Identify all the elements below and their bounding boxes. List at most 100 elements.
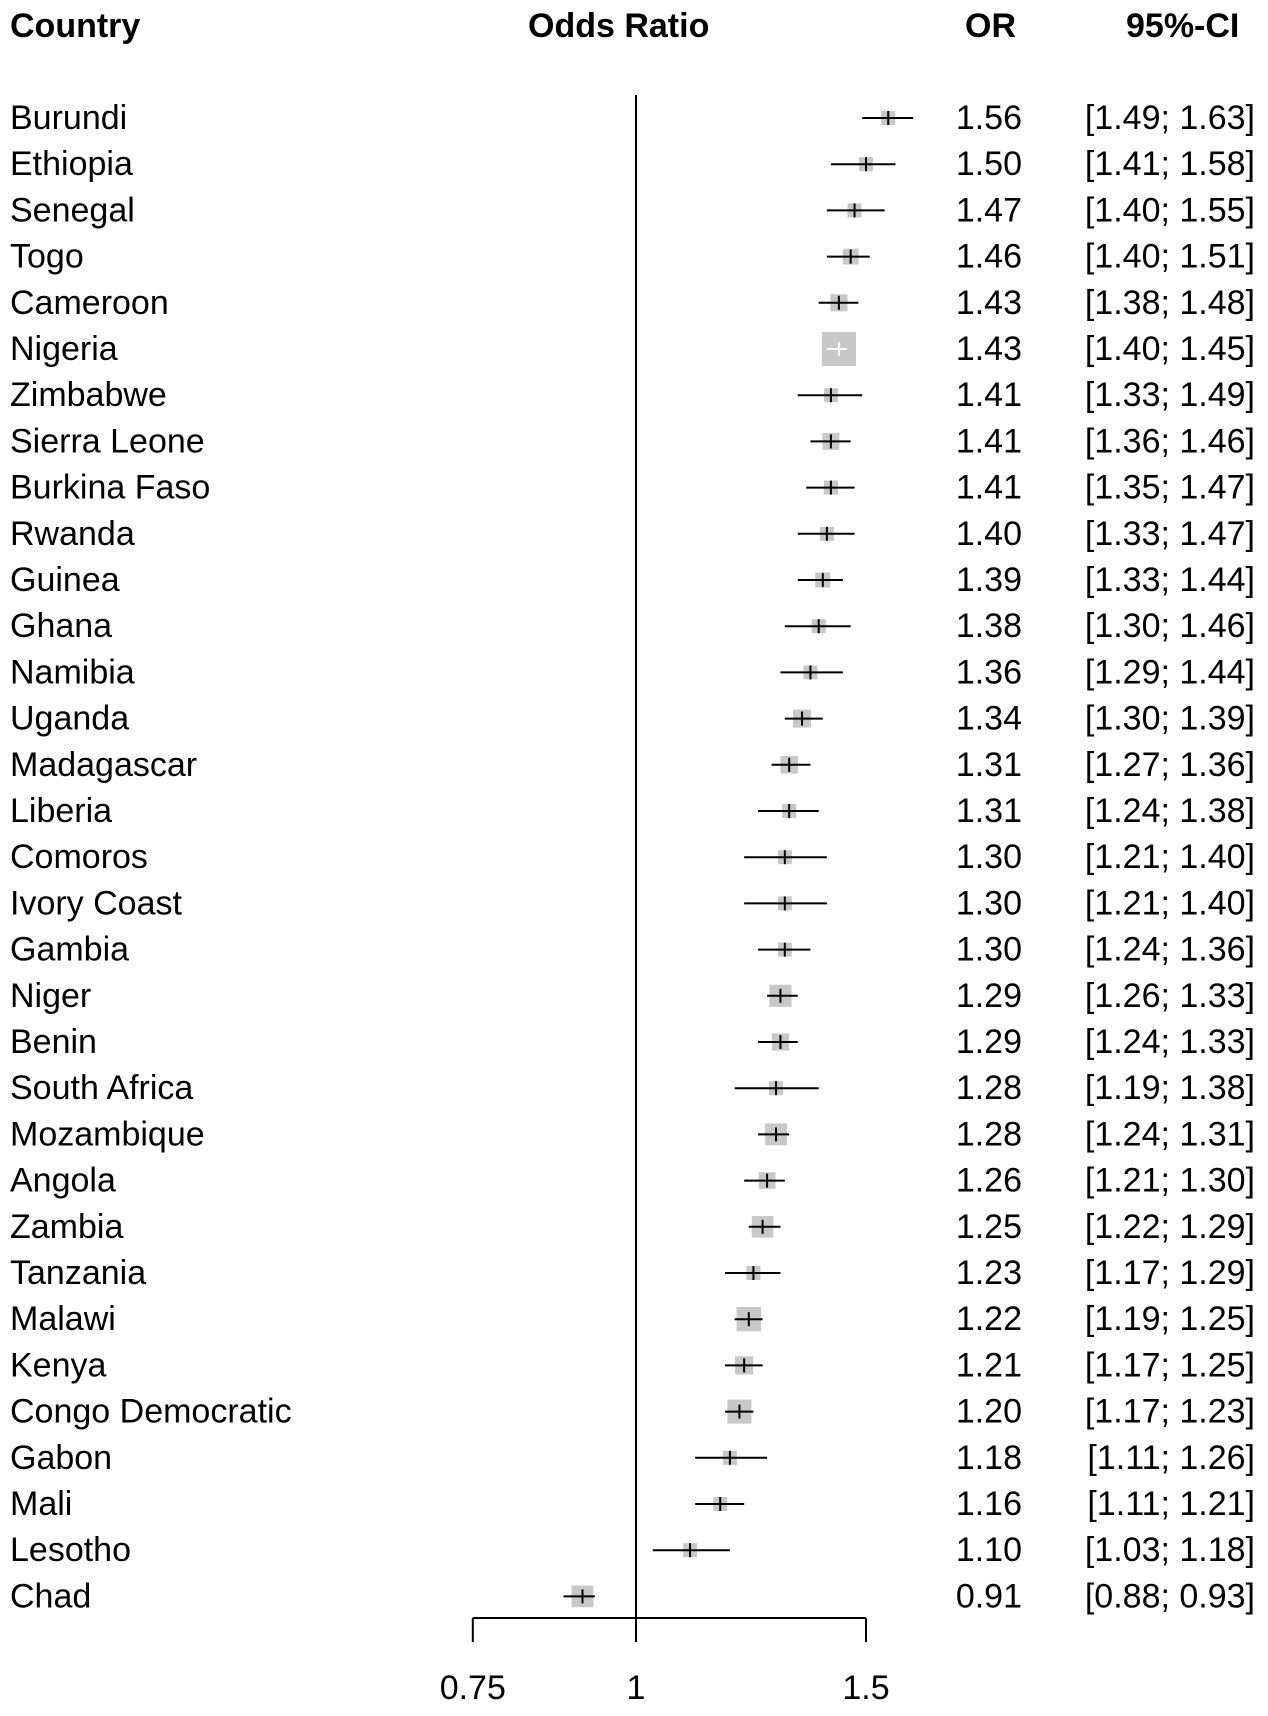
country-column-header: Country bbox=[10, 7, 141, 45]
or-value: 1.56 bbox=[956, 99, 1022, 137]
x-tick-label: 1 bbox=[627, 1669, 646, 1707]
country-label: Comoros bbox=[10, 838, 148, 876]
country-label: Ivory Coast bbox=[10, 884, 182, 922]
ci-column-header: 95%-CI bbox=[1126, 7, 1240, 45]
ci-value: [1.33; 1.44] bbox=[1085, 561, 1255, 599]
ci-value: [1.33; 1.47] bbox=[1085, 515, 1255, 553]
or-value: 1.41 bbox=[956, 422, 1022, 460]
country-label: Liberia bbox=[10, 792, 112, 830]
country-label: Zambia bbox=[10, 1208, 123, 1246]
x-tick-label: 0.75 bbox=[440, 1669, 506, 1707]
or-value: 1.36 bbox=[956, 653, 1022, 691]
country-label: Lesotho bbox=[10, 1531, 131, 1569]
ci-value: [1.24; 1.31] bbox=[1085, 1115, 1255, 1153]
or-value: 1.31 bbox=[956, 746, 1022, 784]
country-label: Benin bbox=[10, 1023, 97, 1061]
ci-value: [1.11; 1.21] bbox=[1087, 1485, 1255, 1523]
country-label: Zimbabwe bbox=[10, 376, 167, 414]
ci-value: [0.88; 0.93] bbox=[1085, 1577, 1255, 1615]
or-value: 1.20 bbox=[956, 1393, 1022, 1431]
country-label: Sierra Leone bbox=[10, 422, 205, 460]
country-label: Burkina Faso bbox=[10, 469, 210, 507]
or-value: 1.26 bbox=[956, 1162, 1022, 1200]
ci-value: [1.35; 1.47] bbox=[1085, 469, 1255, 507]
ci-value: [1.22; 1.29] bbox=[1085, 1208, 1255, 1246]
country-label: Nigeria bbox=[10, 330, 118, 368]
ci-value: [1.40; 1.51] bbox=[1085, 238, 1255, 276]
ci-value: [1.19; 1.25] bbox=[1085, 1300, 1255, 1338]
or-value: 1.30 bbox=[956, 838, 1022, 876]
or-value: 1.50 bbox=[956, 145, 1022, 183]
ci-value: [1.27; 1.36] bbox=[1085, 746, 1255, 784]
country-label: Congo Democratic bbox=[10, 1393, 292, 1431]
ci-value: [1.24; 1.33] bbox=[1085, 1023, 1255, 1061]
x-tick-label: 1.5 bbox=[842, 1669, 889, 1707]
country-label: Mozambique bbox=[10, 1115, 205, 1153]
country-label: Namibia bbox=[10, 653, 135, 691]
country-label: Tanzania bbox=[10, 1254, 146, 1292]
or-value: 1.30 bbox=[956, 931, 1022, 969]
ci-value: [1.24; 1.36] bbox=[1085, 931, 1255, 969]
ci-value: [1.30; 1.39] bbox=[1085, 700, 1255, 738]
country-label: Niger bbox=[10, 977, 91, 1015]
or-value: 1.29 bbox=[956, 977, 1022, 1015]
ci-value: [1.33; 1.49] bbox=[1085, 376, 1255, 414]
or-value: 1.29 bbox=[956, 1023, 1022, 1061]
or-value: 1.25 bbox=[956, 1208, 1022, 1246]
or-value: 1.28 bbox=[956, 1115, 1022, 1153]
or-value: 1.28 bbox=[956, 1069, 1022, 1107]
country-label: Ghana bbox=[10, 607, 112, 645]
country-label: Malawi bbox=[10, 1300, 116, 1338]
or-value: 1.10 bbox=[956, 1531, 1022, 1569]
country-label: Cameroon bbox=[10, 284, 169, 322]
or-value: 1.39 bbox=[956, 561, 1022, 599]
ci-value: [1.26; 1.33] bbox=[1085, 977, 1255, 1015]
ci-value: [1.40; 1.45] bbox=[1085, 330, 1255, 368]
or-value: 1.47 bbox=[956, 191, 1022, 229]
or-value: 1.31 bbox=[956, 792, 1022, 830]
ci-value: [1.17; 1.25] bbox=[1085, 1346, 1255, 1384]
or-column-header: OR bbox=[965, 7, 1016, 45]
country-label: South Africa bbox=[10, 1069, 193, 1107]
country-label: Gabon bbox=[10, 1439, 112, 1477]
or-value: 1.40 bbox=[956, 515, 1022, 553]
or-value: 1.22 bbox=[956, 1300, 1022, 1338]
country-label: Guinea bbox=[10, 561, 120, 599]
or-value: 1.38 bbox=[956, 607, 1022, 645]
ci-value: [1.21; 1.40] bbox=[1085, 884, 1255, 922]
ci-value: [1.17; 1.29] bbox=[1085, 1254, 1255, 1292]
country-label: Uganda bbox=[10, 700, 129, 738]
or-value: 1.18 bbox=[956, 1439, 1022, 1477]
ci-value: [1.21; 1.40] bbox=[1085, 838, 1255, 876]
country-label: Madagascar bbox=[10, 746, 197, 784]
ci-value: [1.17; 1.23] bbox=[1085, 1393, 1255, 1431]
ci-value: [1.11; 1.26] bbox=[1087, 1439, 1255, 1477]
or-value: 0.91 bbox=[956, 1577, 1022, 1615]
ci-value: [1.41; 1.58] bbox=[1085, 145, 1255, 183]
ci-value: [1.40; 1.55] bbox=[1085, 191, 1255, 229]
country-label: Burundi bbox=[10, 99, 127, 137]
ci-value: [1.19; 1.38] bbox=[1085, 1069, 1255, 1107]
or-value: 1.34 bbox=[956, 700, 1022, 738]
odds-ratio-column-header: Odds Ratio bbox=[528, 7, 710, 45]
or-value: 1.30 bbox=[956, 884, 1022, 922]
ci-value: [1.30; 1.46] bbox=[1085, 607, 1255, 645]
country-label: Ethiopia bbox=[10, 145, 133, 183]
or-value: 1.16 bbox=[956, 1485, 1022, 1523]
country-label: Angola bbox=[10, 1162, 116, 1200]
ci-value: [1.38; 1.48] bbox=[1085, 284, 1255, 322]
ci-value: [1.03; 1.18] bbox=[1085, 1531, 1255, 1569]
ci-value: [1.21; 1.30] bbox=[1085, 1162, 1255, 1200]
or-value: 1.43 bbox=[956, 330, 1022, 368]
or-value: 1.43 bbox=[956, 284, 1022, 322]
or-value: 1.41 bbox=[956, 376, 1022, 414]
country-label: Gambia bbox=[10, 931, 129, 969]
country-label: Mali bbox=[10, 1485, 72, 1523]
country-label: Rwanda bbox=[10, 515, 135, 553]
ci-value: [1.49; 1.63] bbox=[1085, 99, 1255, 137]
ci-value: [1.24; 1.38] bbox=[1085, 792, 1255, 830]
or-value: 1.46 bbox=[956, 238, 1022, 276]
or-value: 1.23 bbox=[956, 1254, 1022, 1292]
country-label: Kenya bbox=[10, 1346, 106, 1384]
